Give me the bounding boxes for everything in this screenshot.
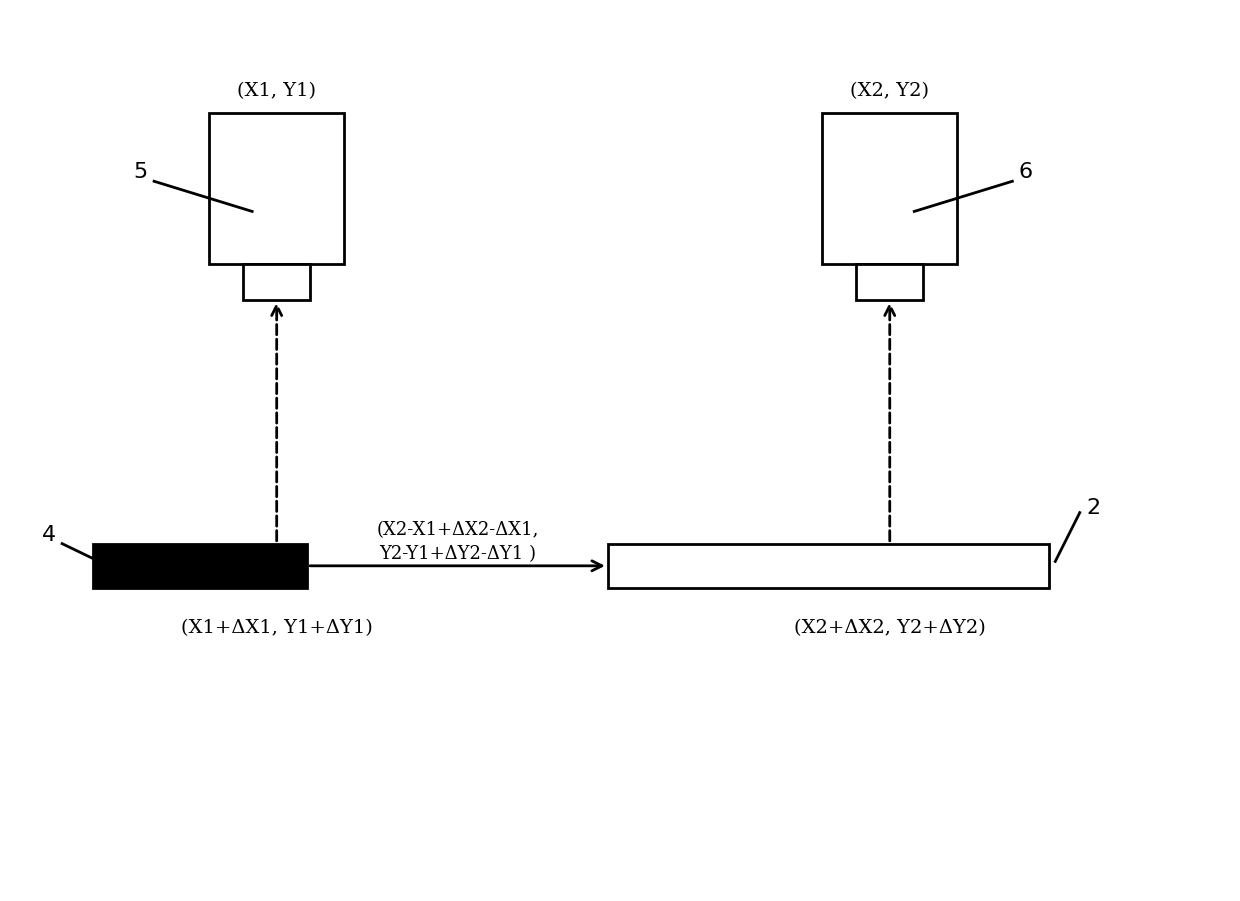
Text: (X2, Y2): (X2, Y2) <box>851 82 929 100</box>
Bar <box>93 543 308 588</box>
Bar <box>243 264 310 300</box>
Bar <box>608 543 1049 588</box>
Text: 4: 4 <box>42 524 56 545</box>
Text: 2: 2 <box>1086 498 1100 518</box>
Text: 5: 5 <box>134 162 148 182</box>
Text: (X2+ΔX2, Y2+ΔY2): (X2+ΔX2, Y2+ΔY2) <box>794 619 986 637</box>
Bar <box>210 114 345 264</box>
Text: (X2-X1+ΔX2-ΔX1,: (X2-X1+ΔX2-ΔX1, <box>377 521 538 539</box>
Text: Y2-Y1+ΔY2-ΔY1 ): Y2-Y1+ΔY2-ΔY1 ) <box>379 545 536 563</box>
Bar <box>856 264 924 300</box>
Bar <box>822 114 957 264</box>
Text: (X1, Y1): (X1, Y1) <box>237 82 316 100</box>
Text: 6: 6 <box>1018 162 1033 182</box>
Text: (X1+ΔX1, Y1+ΔY1): (X1+ΔX1, Y1+ΔY1) <box>181 619 372 637</box>
